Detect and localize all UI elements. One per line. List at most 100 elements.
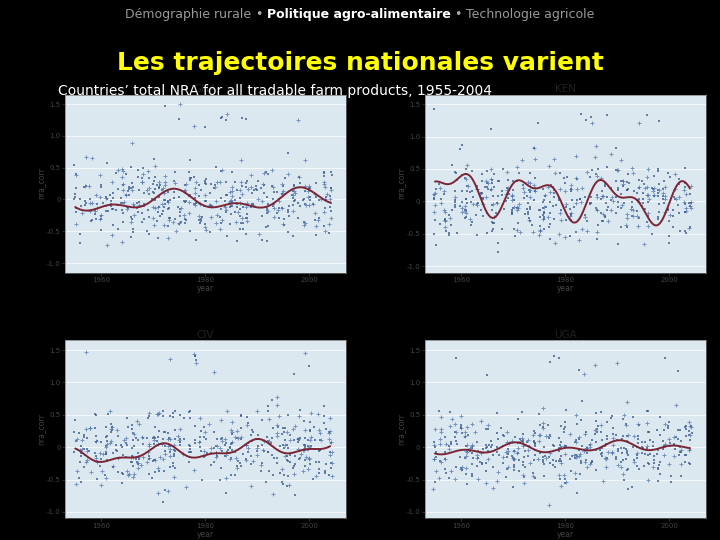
Point — [122, 184, 134, 193]
Point — [272, 205, 284, 214]
Point — [309, 216, 320, 225]
Point — [631, 454, 642, 463]
Point — [652, 449, 663, 458]
Point — [170, 226, 181, 235]
Point — [163, 487, 174, 495]
Point — [580, 427, 592, 436]
Point — [127, 462, 138, 470]
Point — [472, 475, 484, 484]
Point — [310, 193, 322, 201]
Point — [508, 455, 519, 463]
Point — [601, 192, 613, 201]
Point — [117, 217, 129, 226]
Point — [220, 116, 232, 124]
Point — [438, 189, 449, 198]
Point — [512, 415, 523, 423]
Point — [600, 455, 612, 463]
Point — [516, 437, 528, 445]
Point — [143, 442, 155, 451]
Point — [105, 202, 117, 211]
Point — [106, 178, 117, 187]
Point — [446, 467, 457, 475]
Point — [617, 432, 629, 441]
Point — [271, 431, 283, 440]
Point — [261, 209, 273, 218]
Point — [534, 431, 545, 440]
Point — [507, 192, 518, 200]
Point — [149, 455, 161, 464]
Point — [96, 211, 107, 219]
Point — [561, 477, 572, 486]
Point — [219, 435, 230, 443]
Point — [496, 224, 508, 233]
Point — [100, 192, 112, 201]
Point — [584, 460, 595, 468]
Point — [232, 200, 243, 208]
Point — [242, 447, 253, 456]
Point — [637, 444, 649, 453]
Point — [571, 185, 582, 194]
Point — [289, 460, 300, 469]
Point — [189, 435, 201, 444]
Point — [508, 454, 519, 462]
Point — [597, 444, 608, 453]
Point — [81, 447, 92, 455]
Point — [240, 183, 251, 191]
Point — [508, 456, 519, 464]
Point — [68, 160, 80, 169]
Point — [271, 393, 283, 402]
Point — [485, 186, 497, 194]
Point — [435, 425, 446, 434]
Point — [251, 435, 262, 444]
Point — [81, 434, 92, 442]
Point — [654, 431, 665, 440]
Point — [449, 168, 461, 177]
Point — [163, 215, 175, 224]
Point — [487, 192, 499, 200]
Point — [481, 228, 492, 237]
Text: Les trajectoires nationales varient: Les trajectoires nationales varient — [117, 51, 603, 75]
Point — [606, 193, 617, 201]
Point — [455, 411, 467, 420]
Point — [530, 474, 541, 483]
Point — [680, 450, 691, 459]
Point — [279, 215, 290, 224]
Point — [76, 436, 87, 444]
Point — [206, 202, 217, 211]
Point — [461, 480, 472, 488]
Point — [118, 435, 130, 444]
Point — [127, 183, 138, 192]
Point — [575, 198, 587, 206]
Point — [459, 433, 470, 441]
Point — [627, 413, 639, 421]
Point — [560, 405, 572, 414]
Point — [169, 178, 181, 187]
Point — [459, 428, 471, 436]
Point — [518, 453, 529, 462]
Point — [483, 441, 495, 449]
Point — [662, 168, 673, 177]
Point — [633, 119, 644, 127]
Point — [456, 187, 468, 195]
Point — [617, 177, 629, 186]
Point — [607, 448, 618, 456]
Point — [156, 440, 168, 448]
Point — [210, 448, 222, 457]
Point — [522, 210, 534, 218]
Point — [104, 438, 116, 447]
Point — [300, 200, 311, 209]
Point — [559, 423, 571, 432]
Point — [128, 211, 140, 219]
Point — [237, 225, 248, 234]
Point — [440, 469, 451, 477]
Point — [240, 454, 252, 463]
Point — [647, 187, 658, 195]
Point — [428, 191, 440, 199]
Point — [191, 199, 202, 207]
Point — [125, 218, 137, 226]
Point — [565, 211, 577, 219]
Point — [524, 193, 536, 201]
Point — [307, 475, 319, 483]
Point — [581, 463, 593, 471]
Point — [509, 232, 521, 240]
